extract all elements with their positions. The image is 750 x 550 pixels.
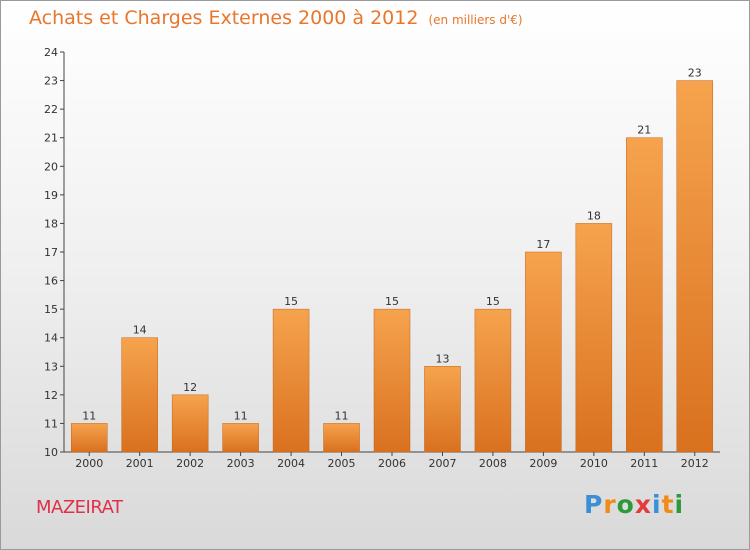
y-tick-label: 23 (44, 75, 58, 88)
y-tick-label: 20 (44, 160, 58, 173)
bar (373, 308, 411, 453)
bar (222, 423, 259, 453)
logo-letter: x (634, 490, 652, 519)
logo-letter: t (661, 490, 675, 519)
x-tick-label: 2009 (529, 457, 557, 470)
proxiti-logo: Proxiti (584, 490, 684, 519)
x-tick-label: 2011 (630, 457, 658, 470)
y-tick-label: 11 (44, 417, 58, 430)
bar (70, 423, 108, 453)
y-tick-label: 14 (44, 332, 58, 345)
logo-letter: i (652, 490, 662, 519)
y-tick-label: 16 (44, 275, 58, 288)
y-tick-label: 13 (44, 360, 58, 373)
x-tick-label: 2000 (75, 457, 103, 470)
y-tick-label: 22 (44, 103, 58, 116)
y-tick-label: 10 (44, 446, 58, 459)
bar (323, 423, 360, 453)
bar (626, 137, 663, 453)
y-tick-label: 15 (44, 303, 58, 316)
x-tick-label: 2001 (126, 457, 154, 470)
data-label: 11 (234, 409, 248, 422)
x-tick-label: 2005 (328, 457, 356, 470)
y-tick-label: 12 (44, 389, 58, 402)
y-tick-label: 19 (44, 189, 58, 202)
logo-letter: P (584, 490, 604, 519)
data-label: 14 (133, 324, 147, 337)
bar (676, 80, 714, 453)
bar (424, 366, 461, 453)
x-tick-label: 2010 (580, 457, 608, 470)
bar (171, 394, 209, 453)
x-tick-label: 2008 (479, 457, 507, 470)
data-label: 18 (587, 209, 601, 222)
x-tick-label: 2004 (277, 457, 305, 470)
data-label: 15 (385, 295, 399, 308)
bar (121, 337, 158, 453)
data-label: 11 (82, 409, 96, 422)
data-label: 21 (637, 124, 651, 137)
data-label: 13 (435, 352, 449, 365)
logo-letter: r (603, 490, 617, 519)
chart-title: Achats et Charges Externes 2000 à 2012 (e… (29, 7, 523, 29)
data-label: 12 (183, 381, 197, 394)
logo-letter: i (674, 490, 685, 519)
x-tick-label: 2007 (428, 457, 456, 470)
y-tick-label: 21 (44, 132, 58, 145)
bar (525, 251, 562, 453)
x-tick-label: 2002 (176, 457, 204, 470)
data-label: 17 (536, 238, 550, 251)
y-tick-label: 17 (44, 246, 58, 259)
bar (474, 308, 512, 453)
y-tick-label: 18 (44, 217, 58, 230)
x-tick-label: 2006 (378, 457, 406, 470)
chart-unit: (en milliers d'€) (428, 13, 523, 27)
bar (272, 308, 310, 453)
y-tick-label: 24 (44, 46, 58, 59)
town-name: MAZEIRAT (36, 497, 123, 518)
data-label: 15 (486, 295, 500, 308)
data-label: 15 (284, 295, 298, 308)
bar (575, 223, 613, 453)
x-tick-label: 2012 (681, 457, 709, 470)
chart-title-text: Achats et Charges Externes 2000 à 2012 (29, 7, 419, 29)
data-label: 23 (688, 67, 702, 80)
logo-letter: o (616, 490, 635, 519)
data-label: 11 (335, 409, 349, 422)
x-tick-label: 2003 (227, 457, 255, 470)
